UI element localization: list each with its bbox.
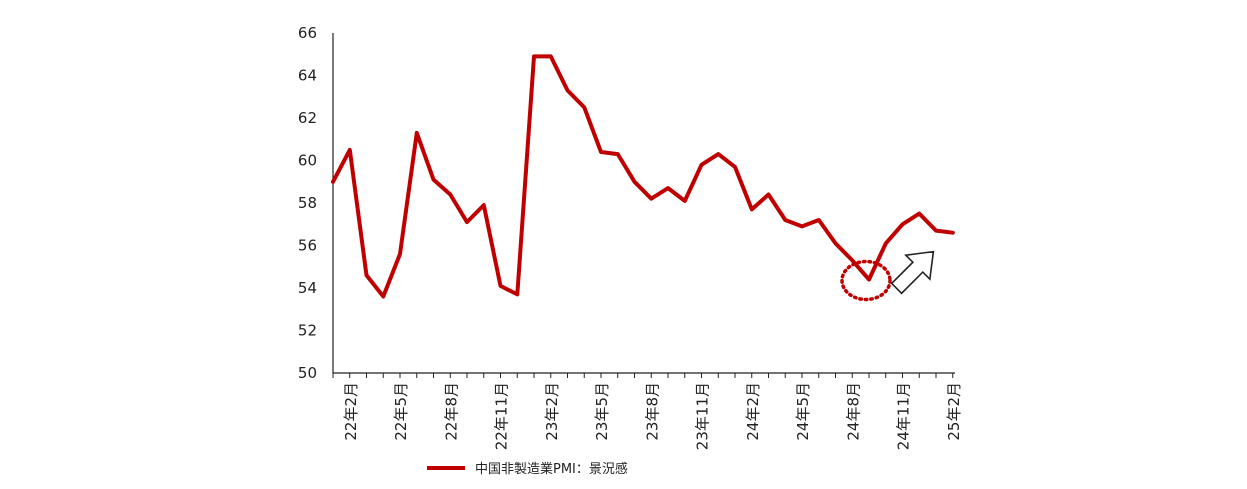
- y-tick-label: 66: [298, 24, 317, 42]
- annotations: [840, 250, 935, 302]
- y-tick-label: 52: [298, 322, 317, 340]
- y-tick-label: 50: [298, 364, 317, 382]
- y-tick-label: 60: [298, 152, 317, 170]
- x-tick-label: 22年5月: [392, 382, 410, 441]
- y-axis-ticks: 50 52 54 56 58 60 62 64 66: [298, 24, 317, 382]
- x-tick-label: 24年2月: [744, 382, 762, 441]
- legend-label: 中国非製造業PMI：景況感: [475, 461, 628, 477]
- x-tick-label: 22年11月: [493, 382, 511, 450]
- x-tick-label: 24年8月: [844, 382, 862, 441]
- y-tick-label: 62: [298, 109, 317, 127]
- legend: 中国非製造業PMI：景況感: [427, 461, 628, 477]
- dotted-circle-annotation: [840, 259, 892, 302]
- x-tick-label: 23年8月: [643, 382, 661, 441]
- series-line-0: [331, 54, 955, 299]
- y-tick-label: 56: [298, 237, 317, 255]
- x-tick-label: 25年2月: [945, 382, 963, 441]
- x-tick-label: 22年2月: [342, 382, 360, 441]
- x-tick-label: 23年5月: [593, 382, 611, 441]
- y-tick-label: 64: [298, 67, 317, 85]
- x-tick-label: 24年5月: [794, 382, 812, 441]
- axes: [332, 33, 955, 374]
- arrow-up-right-icon: [890, 250, 935, 295]
- series-layer: [331, 54, 955, 299]
- x-tick-label: 23年11月: [694, 382, 712, 450]
- x-axis-ticks: 22年2月 22年5月 22年8月 22年11月 23年2月 23年5月 23年8月 23年1…: [332, 373, 963, 450]
- y-tick-label: 58: [298, 194, 317, 212]
- y-tick-label: 54: [298, 279, 317, 297]
- x-tick-label: 23年2月: [543, 382, 561, 441]
- x-tick-label: 24年11月: [895, 382, 913, 450]
- x-tick-label: 22年8月: [442, 382, 460, 441]
